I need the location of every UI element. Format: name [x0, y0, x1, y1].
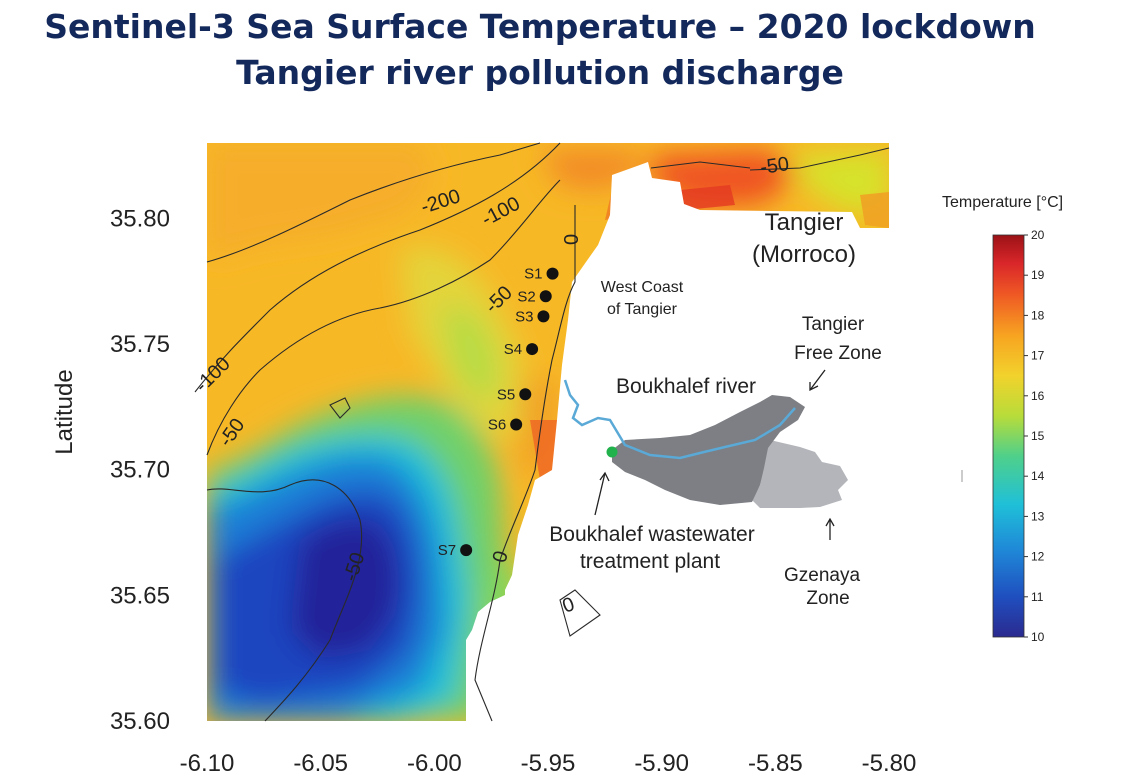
- station-label: S2: [517, 288, 535, 305]
- stations-layer: S1 S2 S3 S4 S5 S6 S7: [438, 266, 559, 559]
- station-marker: [546, 267, 559, 280]
- colorbar-tick-label: 20: [1031, 228, 1045, 242]
- colorbar-tick-label: 12: [1031, 550, 1045, 564]
- free-zone-arrowhead: [809, 382, 819, 392]
- station-label: S4: [504, 341, 522, 358]
- plant-arrow: [594, 472, 606, 516]
- treatment-plant-marker: [606, 446, 618, 458]
- x-tick-label: -5.95: [521, 750, 576, 777]
- gzenaya-zone-area: [752, 440, 848, 508]
- x-tick-label: -5.85: [748, 750, 803, 777]
- station-label: S1: [524, 266, 542, 283]
- y-tick-label: 35.70: [110, 457, 170, 484]
- gzenaya-label: Gzenaya: [784, 565, 860, 586]
- station-marker: [519, 388, 532, 401]
- colorbar-ticks: 20 19 18 17 16 15 14 13 12 11 10: [1024, 228, 1045, 644]
- page-title: Sentinel-3 Sea Surface Temperature – 202…: [0, 4, 1080, 96]
- x-tick-label: -5.80: [862, 750, 917, 777]
- place-labels: Tangier (Morroco) West Coast of Tangier …: [549, 209, 882, 609]
- pointer-arrows: [594, 369, 835, 540]
- y-tick-label: 35.80: [110, 205, 170, 232]
- x-axis-ticks: -6.10 -6.05 -6.00 -5.95 -5.90 -5.85 -5.80: [180, 750, 917, 777]
- gzenaya-arrowhead: [825, 517, 835, 527]
- tangier-label: Tangier: [765, 209, 844, 236]
- colorbar-tick-label: 13: [1031, 509, 1045, 523]
- x-tick-label: -5.90: [634, 750, 689, 777]
- colorbar-tick-label: 14: [1031, 469, 1045, 483]
- x-tick-label: -6.05: [293, 750, 348, 777]
- contour-label: 0: [561, 234, 583, 245]
- y-tick-label: 35.75: [110, 331, 170, 358]
- plant-arrowhead: [599, 471, 610, 482]
- colorbar-tick-label: 16: [1031, 389, 1045, 403]
- west-coast-label-2: of Tangier: [607, 301, 678, 318]
- x-tick-label: -6.00: [407, 750, 462, 777]
- colorbar-gradient: [992, 234, 1025, 638]
- bathymetry-contours: [194, 142, 890, 722]
- x-tick-label: -6.10: [180, 750, 235, 777]
- station-marker: [510, 418, 523, 431]
- west-coast-label: West Coast: [601, 279, 684, 296]
- y-axis-label: Latitude: [51, 369, 78, 454]
- colorbar-tick-label: 17: [1031, 349, 1045, 363]
- gzenaya-label-2: Zone: [806, 588, 849, 609]
- station-marker: [537, 310, 550, 323]
- y-tick-label: 35.65: [110, 582, 170, 609]
- contour-label: -50: [759, 153, 791, 179]
- plant-label-2: treatment plant: [580, 550, 720, 573]
- boukhalef-river-line: [563, 379, 796, 460]
- station-label: S6: [488, 416, 506, 433]
- colorbar-tick-label: 19: [1031, 268, 1045, 282]
- plant-label: Boukhalef wastewater: [549, 523, 754, 546]
- free-zone-arrow: [809, 369, 826, 391]
- station-label: S5: [497, 386, 515, 403]
- free-zone-label-2: Free Zone: [794, 343, 882, 364]
- colorbar-tick-label: 18: [1031, 308, 1045, 322]
- station-label: S3: [515, 308, 533, 325]
- free-zone-label: Tangier: [802, 314, 865, 335]
- colorbar-tick-label: 15: [1031, 429, 1045, 443]
- colorbar-title: Temperature [°C]: [942, 194, 1064, 211]
- y-tick-label: 35.60: [110, 708, 170, 735]
- station-marker: [539, 290, 552, 303]
- station-label: S7: [438, 542, 456, 559]
- title-line-2: Tangier river pollution discharge: [236, 53, 844, 92]
- colorbar-tick-label: 10: [1031, 630, 1045, 644]
- river-label: Boukhalef river: [616, 375, 756, 398]
- title-line-1: Sentinel-3 Sea Surface Temperature – 202…: [44, 7, 1036, 46]
- contour-label: 0: [489, 549, 513, 565]
- station-marker: [526, 343, 539, 356]
- colorbar-tick-label: 11: [1031, 590, 1044, 604]
- y-axis-ticks: 35.80 35.75 35.70 35.65 35.60: [110, 205, 170, 735]
- station-marker: [460, 544, 473, 557]
- tangier-country-label: (Morroco): [752, 241, 856, 268]
